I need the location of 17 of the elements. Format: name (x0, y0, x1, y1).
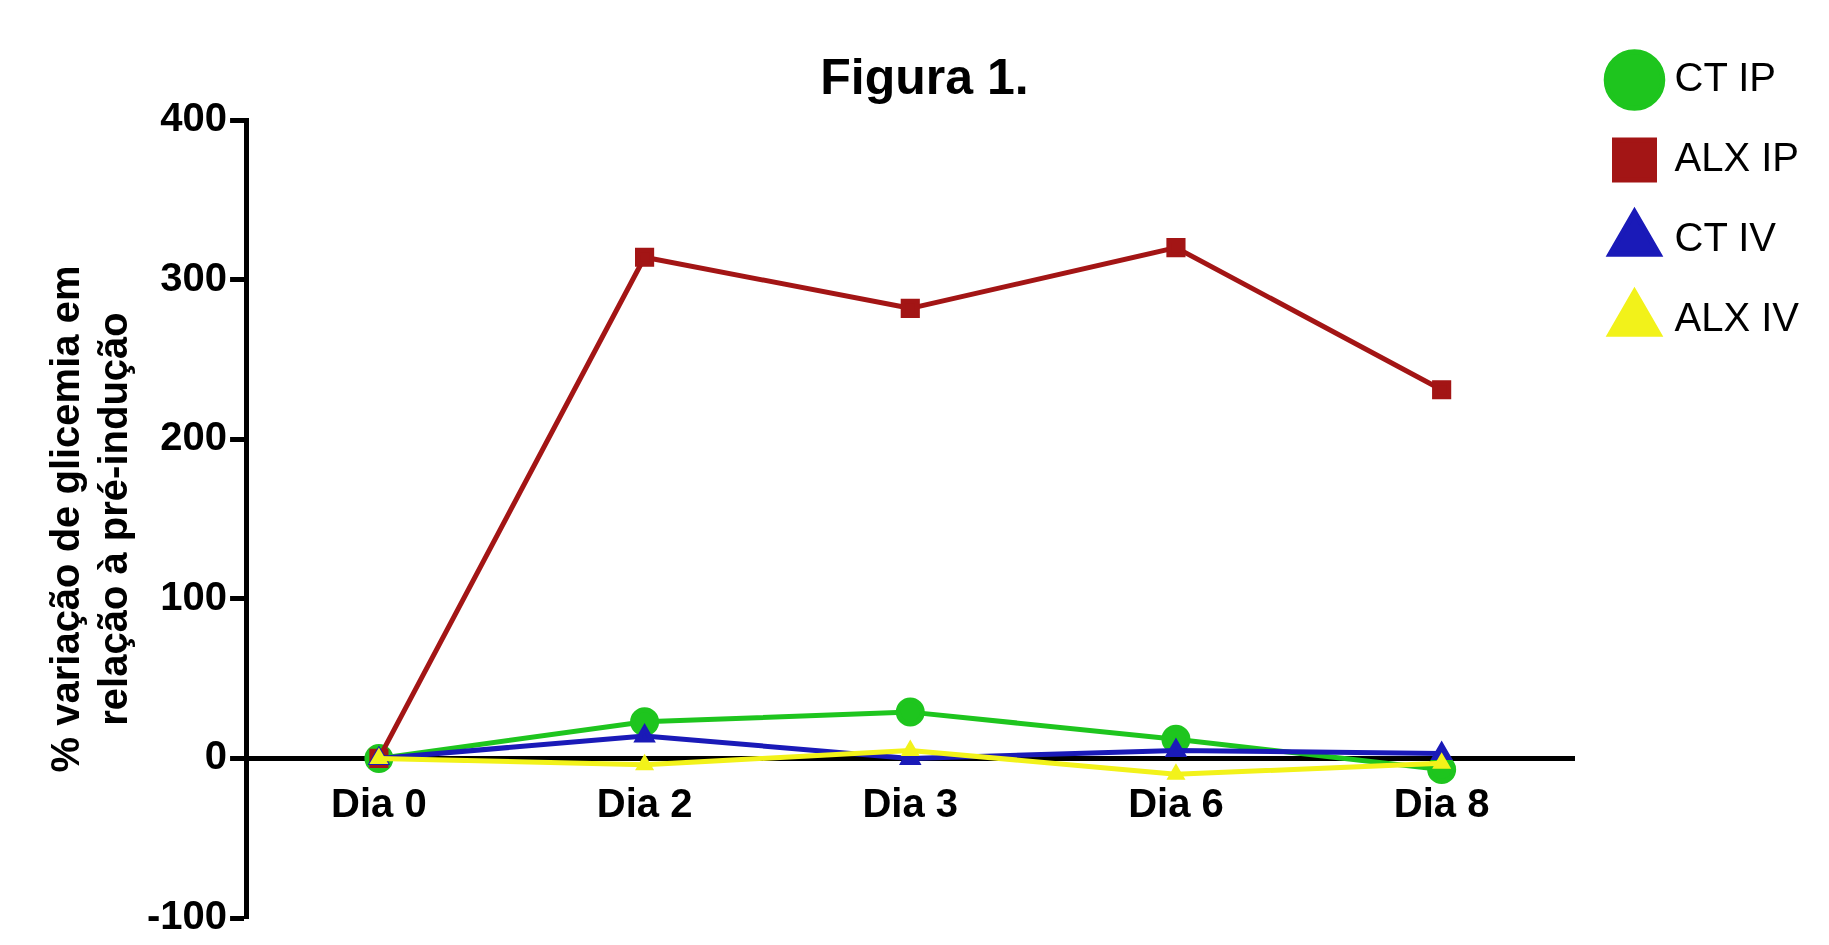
y-tick-label: 400 (160, 95, 228, 140)
y-axis-title: % variação de glicemia em relação à pré-indução (43, 265, 136, 773)
y-tick-label: 100 (160, 573, 228, 618)
x-tick-label: Dia 6 (1128, 781, 1224, 826)
chart-title: Figura 1. (820, 48, 1029, 105)
y-tick-label: -100 (147, 893, 228, 938)
legend-label: CT IP (1674, 55, 1776, 100)
legend-label: ALX IP (1674, 135, 1799, 180)
legend-label: ALX IV (1674, 295, 1800, 340)
legend-label: CT IV (1674, 215, 1777, 260)
x-tick-label: Dia 0 (331, 781, 427, 826)
x-tick-label: Dia 8 (1393, 781, 1490, 826)
y-tick-label: 200 (160, 414, 228, 459)
y-tick-label: 0 (204, 733, 228, 778)
x-tick-label: Dia 3 (862, 781, 959, 826)
y-tick-label: 300 (160, 254, 228, 299)
x-tick-label: Dia 2 (596, 781, 693, 826)
